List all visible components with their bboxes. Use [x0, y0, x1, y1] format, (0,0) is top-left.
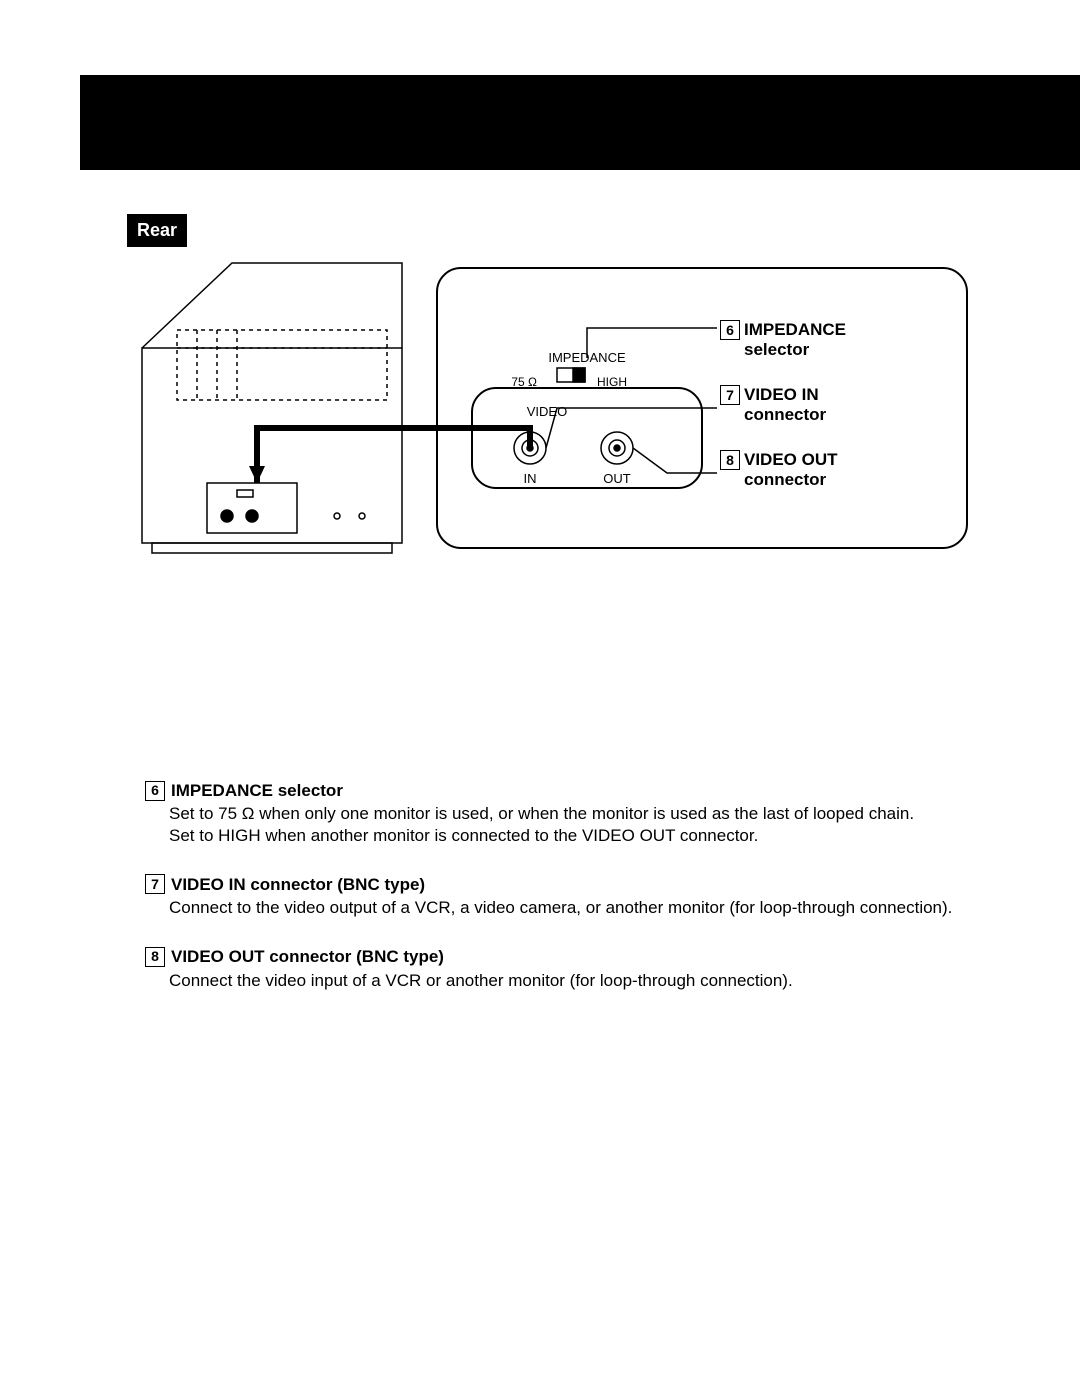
desc-body-6: Set to 75 Ω when only one monitor is use… — [169, 803, 985, 846]
rear-section-tag: Rear — [127, 214, 187, 247]
desc-num-7: 7 — [145, 874, 165, 894]
desc-impedance: 6 IMPEDANCE selector Set to 75 Ω when on… — [145, 780, 985, 846]
descriptions: 6 IMPEDANCE selector Set to 75 Ω when on… — [145, 780, 985, 1019]
callout-num-8: 8 — [720, 450, 740, 470]
impedance-75ohm-label: 75 Ω — [511, 375, 537, 389]
video-in-label: IN — [524, 471, 537, 486]
video-label: VIDEO — [527, 404, 567, 419]
desc-title-7: VIDEO IN connector (BNC type) — [171, 874, 425, 895]
desc-video-out: 8 VIDEO OUT connector (BNC type) Connect… — [145, 946, 985, 991]
page: Rear — [0, 0, 1080, 1397]
desc-video-in: 7 VIDEO IN connector (BNC type) Connect … — [145, 874, 985, 919]
desc-num-6: 6 — [145, 781, 165, 801]
desc-title-8: VIDEO OUT connector (BNC type) — [171, 946, 444, 967]
desc-num-8: 8 — [145, 947, 165, 967]
callout-video-in: 7 VIDEO IN connector — [720, 385, 846, 424]
desc-body-7: Connect to the video output of a VCR, a … — [169, 897, 985, 918]
callout-video-out: 8 VIDEO OUT connector — [720, 450, 846, 489]
rear-diagram: IMPEDANCE 75 Ω HIGH VIDEO IN OUT — [127, 258, 977, 558]
desc-title-6: IMPEDANCE selector — [171, 780, 343, 801]
callout-text-8: VIDEO OUT connector — [744, 450, 838, 489]
video-out-label: OUT — [603, 471, 631, 486]
callout-text-6: IMPEDANCE selector — [744, 320, 846, 359]
callout-num-7: 7 — [720, 385, 740, 405]
impedance-high-label: HIGH — [597, 375, 627, 389]
callout-impedance: 6 IMPEDANCE selector — [720, 320, 846, 359]
callout-text-7: VIDEO IN connector — [744, 385, 826, 424]
callout-num-6: 6 — [720, 320, 740, 340]
desc-body-8: Connect the video input of a VCR or anot… — [169, 970, 985, 991]
header-banner — [80, 75, 1080, 170]
diagram-callouts: 6 IMPEDANCE selector 7 VIDEO IN connecto… — [720, 320, 846, 515]
